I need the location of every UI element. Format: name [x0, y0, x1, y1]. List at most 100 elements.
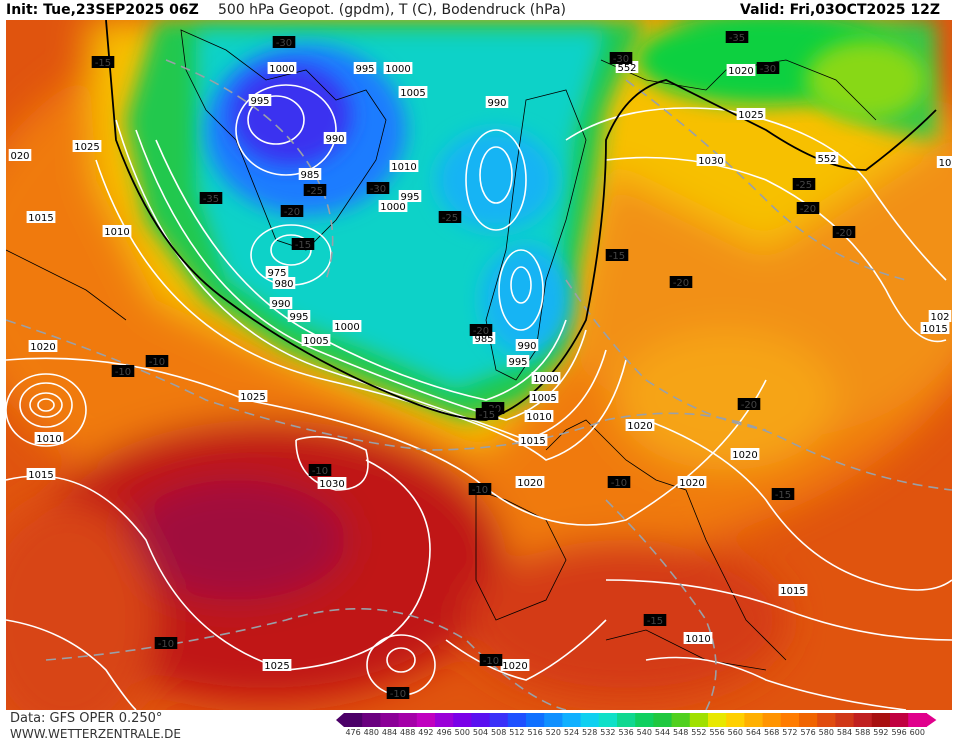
temperature-label-text: -20 — [673, 278, 689, 289]
pressure-label: 995 — [287, 310, 311, 323]
legend-tick: 544 — [654, 728, 671, 737]
pressure-label: 1020 — [500, 659, 530, 672]
legend-tick: 488 — [400, 728, 416, 737]
legend-swatch — [471, 713, 491, 727]
legend-tick: 584 — [836, 728, 853, 737]
temperature-label-text: -30 — [760, 64, 776, 75]
pressure-label: 10 — [936, 156, 952, 169]
pressure-label-text: 1015 — [28, 213, 53, 224]
temperature-label-text: -10 — [390, 689, 406, 700]
legend-tick: 476 — [345, 728, 361, 737]
pressure-label-text: 020 — [10, 151, 29, 162]
color-scale-legend — [336, 713, 937, 727]
legend-swatch — [671, 713, 691, 727]
pressure-label: 1025 — [72, 140, 102, 153]
temperature-label-text: -25 — [307, 186, 323, 197]
temperature-label: -25 — [792, 178, 816, 191]
pressure-label: 1005 — [301, 334, 331, 347]
temperature-label-text: -10 — [483, 656, 499, 667]
pressure-label-text: 1010 — [36, 434, 61, 445]
legend-swatch — [380, 713, 400, 727]
temperature-label: -20 — [280, 205, 304, 218]
legend-swatch — [598, 713, 618, 727]
temperature-label-text: -35 — [729, 33, 745, 44]
pressure-label-text: 1015 — [922, 324, 947, 335]
pressure-label: 1020 — [730, 448, 760, 461]
pressure-label: 995 — [506, 355, 530, 368]
pressure-label: 980 — [272, 277, 296, 290]
pressure-label-text: 1020 — [502, 661, 527, 672]
pressure-label: 1015 — [920, 322, 950, 335]
pressure-label: 975 — [265, 266, 289, 279]
legend-tick: 600 — [909, 728, 925, 737]
temperature-label-text: -15 — [609, 251, 625, 262]
pressure-label: 1005 — [529, 391, 559, 404]
legend-swatch — [635, 713, 654, 727]
legend-tick: 588 — [855, 728, 871, 737]
legend-swatch — [453, 713, 472, 727]
pressure-label-text: 1000 — [385, 64, 410, 75]
legend-swatch — [416, 713, 436, 727]
temperature-label-text: -10 — [158, 639, 174, 650]
pressure-label-text: 1015 — [780, 586, 805, 597]
chart-footer: Data: GFS OPER 0.250° WWW.WETTERZENTRALE… — [0, 710, 959, 741]
legend-swatch — [562, 713, 582, 727]
legend-swatch — [726, 713, 745, 727]
temperature-label-text: -10 — [312, 466, 328, 477]
legend-swatch — [544, 713, 563, 727]
pressure-label-text: 1005 — [531, 393, 556, 404]
pressure-label-text: 1020 — [30, 342, 55, 353]
pressure-label: 1005 — [398, 86, 428, 99]
contour-552-line — [105, 20, 937, 421]
legend-tick: 532 — [600, 728, 616, 737]
pressure-label-text: 1025 — [240, 392, 265, 403]
pressure-label-text: 1015 — [28, 470, 53, 481]
legend-tick: 500 — [454, 728, 470, 737]
pressure-label-text: 995 — [289, 312, 308, 323]
legend-swatch — [835, 713, 855, 727]
legend-tick: 508 — [491, 728, 507, 737]
temperature-label-text: -25 — [442, 213, 458, 224]
temperature-label: -20 — [832, 226, 856, 239]
legend-swatch — [398, 713, 418, 727]
pressure-label: 102 — [928, 310, 952, 323]
legend-tick: 580 — [818, 728, 834, 737]
temperature-isotherms — [6, 59, 952, 710]
legend-swatch — [744, 713, 764, 727]
legend-swatch — [762, 713, 782, 727]
valid-time: Valid: Fri,03OCT2025 12Z — [740, 2, 940, 18]
pressure-label: 1015 — [778, 584, 808, 597]
legend-swatch — [344, 713, 363, 727]
pressure-label-text: 1015 — [520, 436, 545, 447]
pressure-label-text: 1025 — [74, 142, 99, 153]
map-title: 500 hPa Geopot. (gpdm), T (C), Bodendruc… — [218, 2, 566, 18]
pressure-label: 1000 — [267, 62, 297, 75]
pressure-label-text: 985 — [300, 170, 319, 181]
pressure-label-text: 1030 — [698, 156, 723, 167]
legend-swatch — [617, 713, 636, 727]
temperature-label-text: -15 — [295, 240, 311, 251]
pressure-label: 990 — [485, 96, 509, 109]
legend-tick: 568 — [764, 728, 780, 737]
pressure-label: 1015 — [26, 211, 56, 224]
temperature-label-text: -20 — [800, 204, 816, 215]
temperature-labels: -30-15-35-30-30-35-25 -30-20-15-25-15-20-… — [91, 31, 856, 700]
temperature-label: -10 — [386, 687, 410, 700]
temperature-label: -10 — [111, 365, 135, 378]
legend-swatch — [708, 713, 727, 727]
legend-swatch — [871, 713, 891, 727]
pressure-label-text: 10 — [939, 158, 952, 169]
temperature-label-text: -10 — [149, 357, 165, 368]
pressure-label: 1000 — [531, 372, 561, 385]
pressure-label-text: 995 — [355, 64, 374, 75]
temperature-label: -35 — [199, 192, 223, 205]
legend-tick: 556 — [709, 728, 725, 737]
temperature-label-text: -10 — [115, 367, 131, 378]
legend-tick: 576 — [800, 728, 816, 737]
pressure-label: 1000 — [383, 62, 413, 75]
temperature-label-text: -30 — [370, 184, 386, 195]
pressure-label-text: 975 — [267, 268, 286, 279]
temperature-label: -35 — [725, 31, 749, 44]
pressure-label-text: 1000 — [269, 64, 294, 75]
pressure-label: 1000 — [332, 320, 362, 333]
